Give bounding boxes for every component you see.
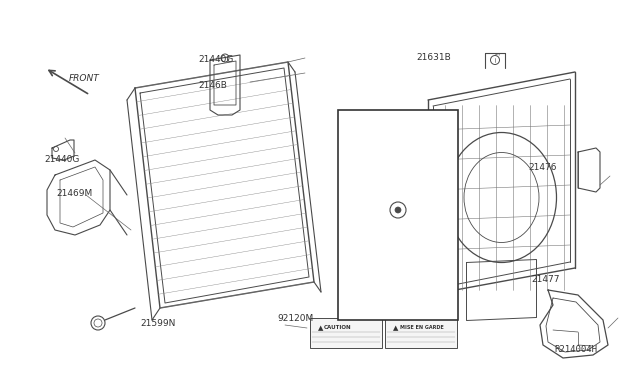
Text: 21510G: 21510G (342, 111, 378, 120)
Text: 21477: 21477 (531, 275, 560, 283)
Text: 21599N: 21599N (141, 319, 176, 328)
Bar (310, 318, 382, 348)
Text: CAUTION: CAUTION (324, 325, 351, 330)
Text: 21631B: 21631B (416, 53, 451, 62)
Circle shape (395, 207, 401, 213)
Text: MISE EN GARDE: MISE EN GARDE (400, 325, 444, 330)
Text: 92120M: 92120M (278, 314, 314, 323)
Text: R214004H: R214004H (554, 345, 598, 354)
Text: ▲: ▲ (393, 325, 398, 331)
Bar (385, 318, 457, 348)
Text: 21440G: 21440G (198, 55, 234, 64)
Text: 21440G: 21440G (45, 155, 80, 164)
Text: 2146B: 2146B (198, 81, 227, 90)
Bar (338, 110, 458, 320)
Text: ▲: ▲ (318, 325, 323, 331)
Text: 21469M: 21469M (56, 189, 93, 198)
Text: FRONT: FRONT (69, 74, 100, 83)
Text: 21476: 21476 (528, 163, 557, 172)
